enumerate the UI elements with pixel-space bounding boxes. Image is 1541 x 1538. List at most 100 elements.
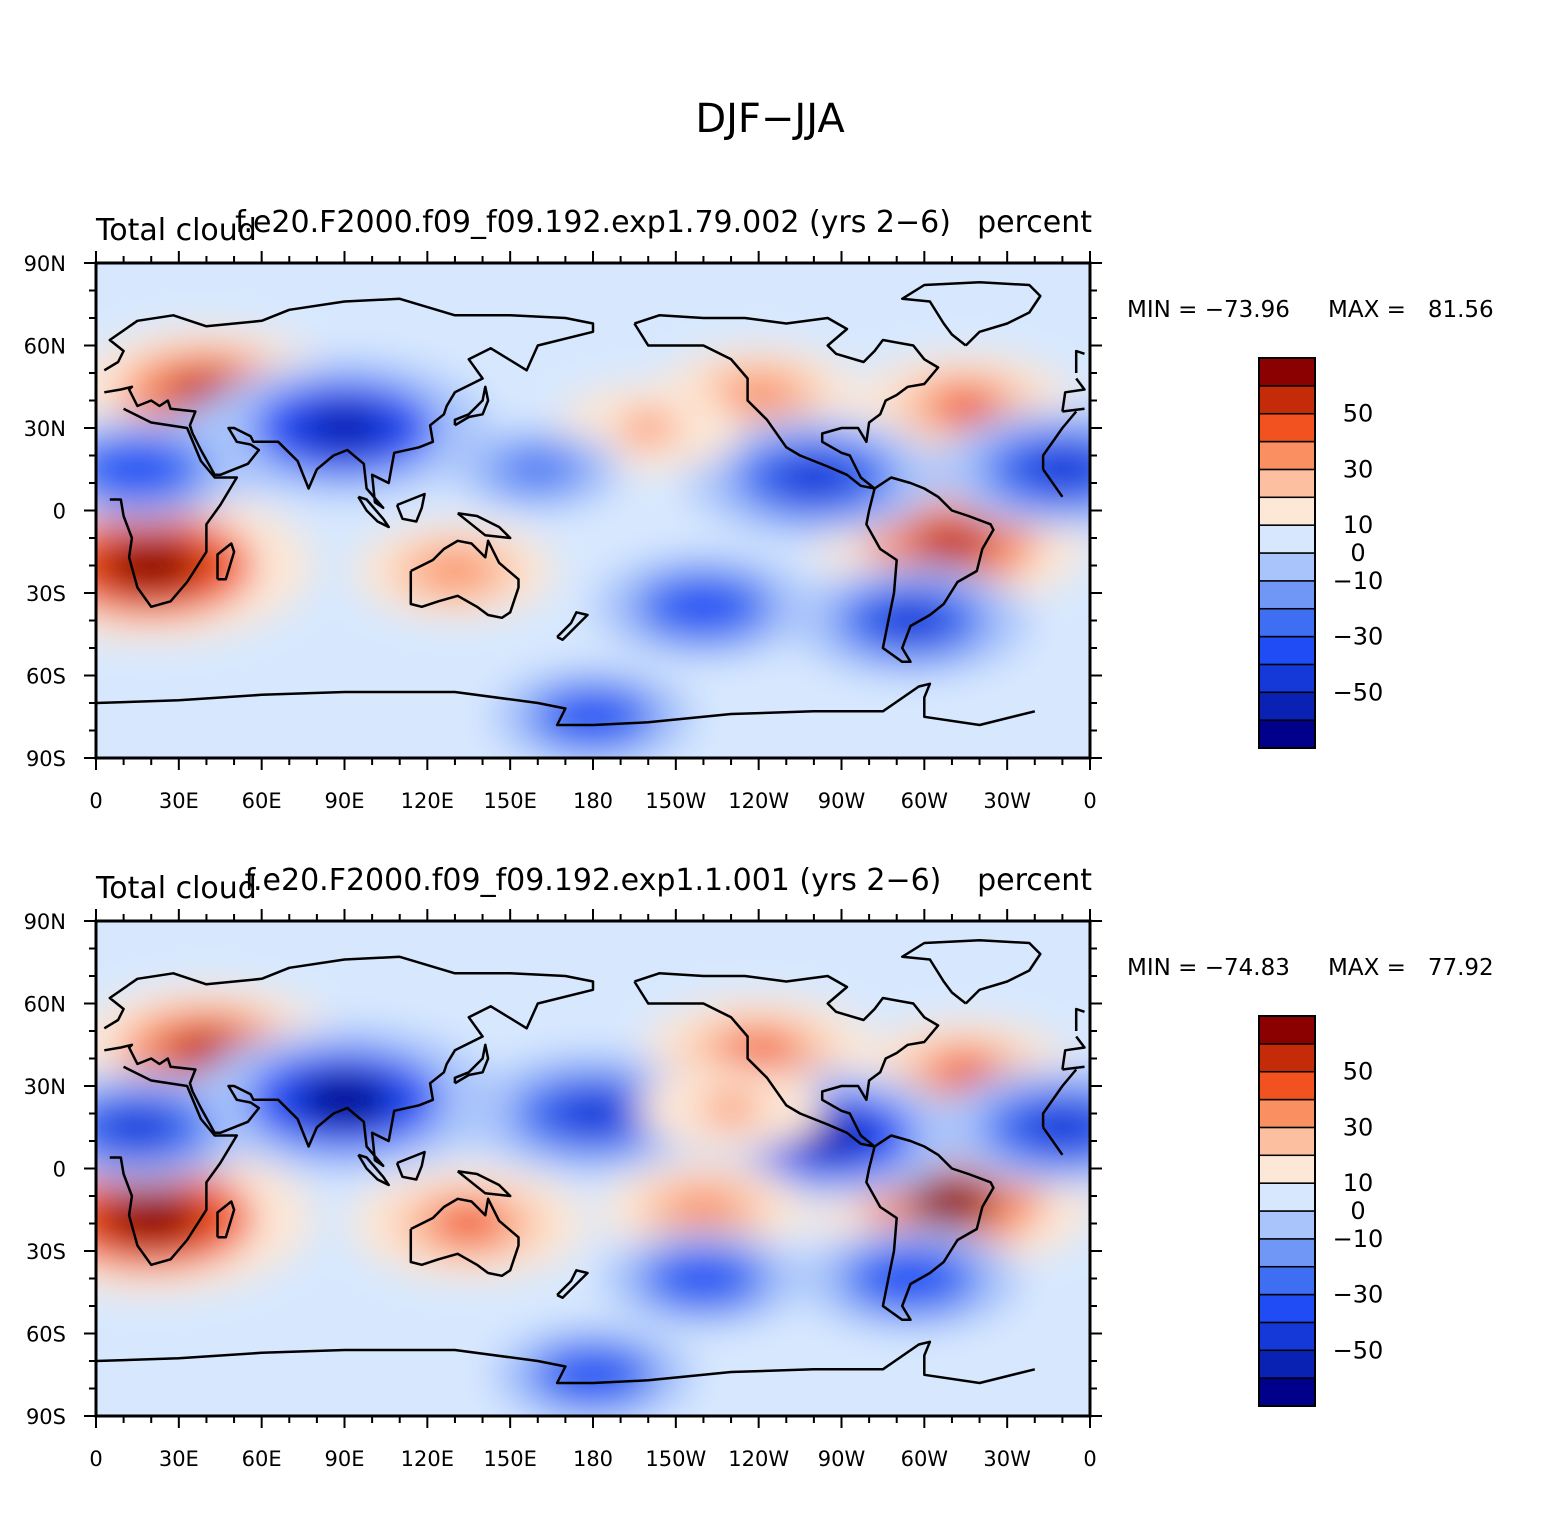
colorbar-bin (1258, 385, 1316, 415)
anomaly-core (906, 1177, 998, 1226)
coastline-antarctica (96, 690, 593, 727)
lon-tick-label: 0 (89, 789, 102, 813)
lat-tick-label: 30N (24, 417, 66, 441)
anomaly-core (552, 1092, 634, 1135)
lat-tick-label: 90S (26, 1405, 66, 1429)
anomaly-core (873, 600, 949, 641)
colorbar-label: −30 (1333, 623, 1384, 651)
coastline-newGuinea (456, 1170, 512, 1198)
colorbar-label: −50 (1333, 678, 1384, 706)
lon-tick-label: 60E (242, 1447, 282, 1471)
panel-2-field (96, 921, 1090, 1416)
lat-tick-label: 90S (26, 747, 66, 771)
anomaly-core (618, 412, 678, 444)
lat-tick-label: 60S (26, 665, 66, 689)
anomaly-core (560, 1357, 626, 1392)
anomaly-core (909, 520, 995, 567)
coastline-eurasia (103, 955, 595, 1168)
colorbar-label: 50 (1343, 400, 1374, 428)
colorbar-bin (1258, 1070, 1316, 1101)
colorbar-bin (1258, 1210, 1316, 1240)
colorbar-label: 50 (1343, 1058, 1374, 1086)
coastline-africa (1042, 468, 1064, 498)
coastline-antarctica (96, 1348, 593, 1385)
panel-1-center-title: f.e20.F2000.f09_f09.192.exp1.79.002 (yrs… (235, 205, 951, 240)
panel-1-anomaly-field (96, 327, 1090, 758)
anomaly-core (701, 1092, 761, 1124)
panel-2-anomaly-field (96, 985, 1090, 1416)
lat-tick-label: 60S (26, 1323, 66, 1347)
anomaly-core (671, 1261, 736, 1296)
panel-1-field (96, 263, 1090, 758)
colorbar-bin (1258, 607, 1316, 638)
lat-tick-label: 0 (53, 500, 66, 524)
colorbar-bin (1258, 1126, 1316, 1157)
anomaly-core (560, 699, 626, 734)
anomaly-core (1022, 447, 1090, 491)
coastline-uk (1074, 1007, 1085, 1031)
colorbar-bin (1258, 1377, 1316, 1407)
anomaly-core (671, 1192, 736, 1227)
colorbar-bin (1258, 1293, 1316, 1324)
coastline-africa (1041, 1068, 1078, 1128)
colorbar-label: 0 (1350, 1197, 1365, 1225)
anomaly-core (721, 1033, 797, 1073)
anomaly-core (298, 403, 391, 453)
lon-tick-label: 150W (645, 789, 706, 813)
colorbar-bin (1258, 468, 1316, 499)
colorbar-bin (1258, 1098, 1316, 1129)
coastline-eurasia (1061, 377, 1086, 412)
panel-1-right-title: percent (977, 205, 1092, 240)
coastline-borneo (395, 492, 426, 523)
lat-tick-label: 90N (24, 252, 66, 276)
lon-tick-label: 150E (483, 789, 536, 813)
coastline-newGuinea (456, 512, 512, 540)
colorbar-bin (1258, 691, 1316, 721)
coastline-eurasia (103, 297, 595, 510)
colorbar-label: 10 (1343, 511, 1374, 539)
panel-2-axes: 0 30E 60E 90E 120E 150E 180 150W 120W 90W 60W 30W 09… (24, 909, 1102, 1471)
figure-title: DJF−JJA (695, 96, 845, 142)
colorbar-bin (1258, 635, 1316, 666)
lon-tick-label: 30W (983, 1447, 1031, 1471)
coastline-greenland (900, 281, 1042, 347)
coastline-northAmerica (633, 314, 940, 490)
colorbar-bin (1258, 524, 1316, 554)
anomaly-core (726, 377, 791, 413)
coastline-sumatra (357, 1153, 390, 1187)
colorbar-bin (1258, 663, 1316, 694)
coastline-madagascar (216, 542, 236, 581)
lon-tick-label: 150E (483, 1447, 536, 1471)
lon-tick-label: 30E (159, 789, 199, 813)
lon-tick-label: 120E (401, 1447, 454, 1471)
anomaly-core (422, 553, 488, 589)
colorbar-bin (1258, 1154, 1316, 1184)
panel-1-colorbar: 50 30 100−10 −30 −50 (1258, 357, 1384, 749)
colorbar-label: 30 (1343, 1113, 1374, 1141)
colorbar-bin (1258, 719, 1316, 749)
coastline-antarctica (592, 682, 1036, 727)
coastline-japan (453, 1043, 490, 1085)
anomaly-core (930, 387, 1001, 425)
lon-tick-label: 30W (983, 789, 1031, 813)
panel-2-right-title: percent (977, 863, 1092, 898)
anomaly-core (875, 1259, 946, 1298)
colorbar-frame (1258, 357, 1316, 749)
colorbar-bin (1258, 1265, 1316, 1296)
colorbar-frame (1258, 1015, 1316, 1407)
colorbar-bin (1258, 1321, 1316, 1352)
panel-2-min-label: MIN = −74.83 (1127, 955, 1290, 981)
panel-2-colorbar: 50 30 100−10 −30 −50 (1258, 1015, 1383, 1407)
lon-tick-label: 0 (1083, 1447, 1096, 1471)
panel-1-left-title: Total cloud (95, 213, 257, 248)
colorbar-bin (1258, 1238, 1316, 1268)
colorbar-bin (1258, 552, 1316, 582)
coastline-eurasia (1061, 1035, 1086, 1070)
coastline-antarctica (592, 1340, 1036, 1385)
coastline-uk (1074, 349, 1085, 373)
coastline-australia (409, 539, 520, 620)
coastline-africa (109, 1065, 239, 1267)
colorbar-bin (1258, 1015, 1316, 1045)
lon-tick-label: 90E (325, 1447, 365, 1471)
